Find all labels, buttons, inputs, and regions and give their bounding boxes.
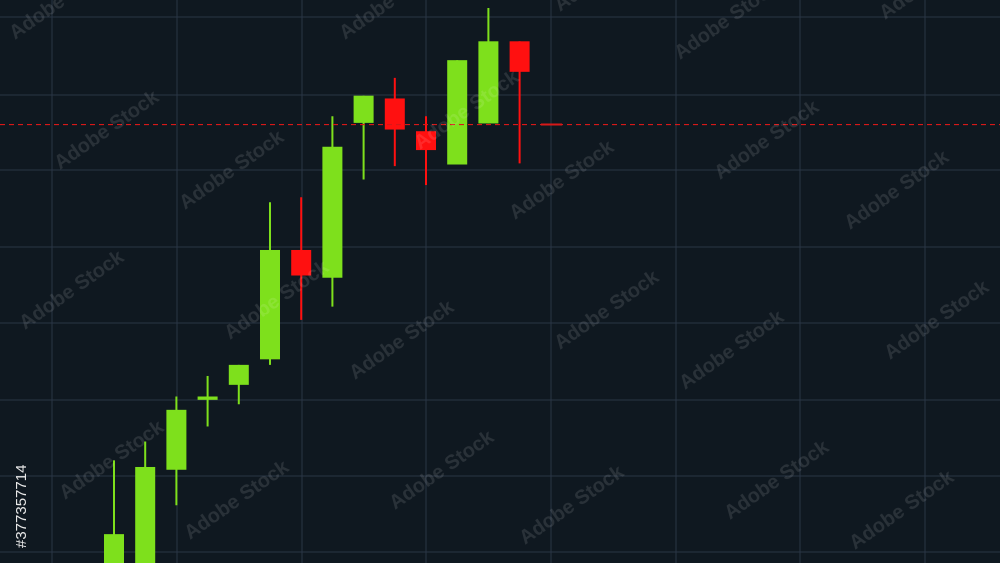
candle-body <box>416 131 436 151</box>
candle-body <box>228 364 249 385</box>
candle-body <box>353 95 374 123</box>
candle <box>478 8 499 124</box>
candle <box>384 77 405 167</box>
candle <box>291 197 312 320</box>
candle <box>260 202 280 365</box>
candle <box>135 441 156 563</box>
candle <box>353 95 374 180</box>
candle-body <box>478 41 499 124</box>
candle <box>322 116 343 307</box>
candle <box>228 364 249 405</box>
candle <box>447 60 468 165</box>
candle-body <box>197 396 218 400</box>
candle-body <box>447 60 468 165</box>
candle <box>416 116 436 186</box>
candles-group <box>104 8 530 563</box>
candle <box>166 396 187 506</box>
candle <box>197 375 218 427</box>
candle-body <box>291 249 312 276</box>
candle-body <box>104 534 124 563</box>
candle-body <box>135 466 156 563</box>
candle-body <box>166 409 187 470</box>
candle-body <box>509 41 530 72</box>
candle-body <box>384 98 405 130</box>
candle-body <box>322 146 343 278</box>
candle <box>509 41 530 164</box>
stock-id-text: #377357714 <box>13 465 30 548</box>
candle-body <box>260 249 280 360</box>
candle <box>104 460 124 563</box>
